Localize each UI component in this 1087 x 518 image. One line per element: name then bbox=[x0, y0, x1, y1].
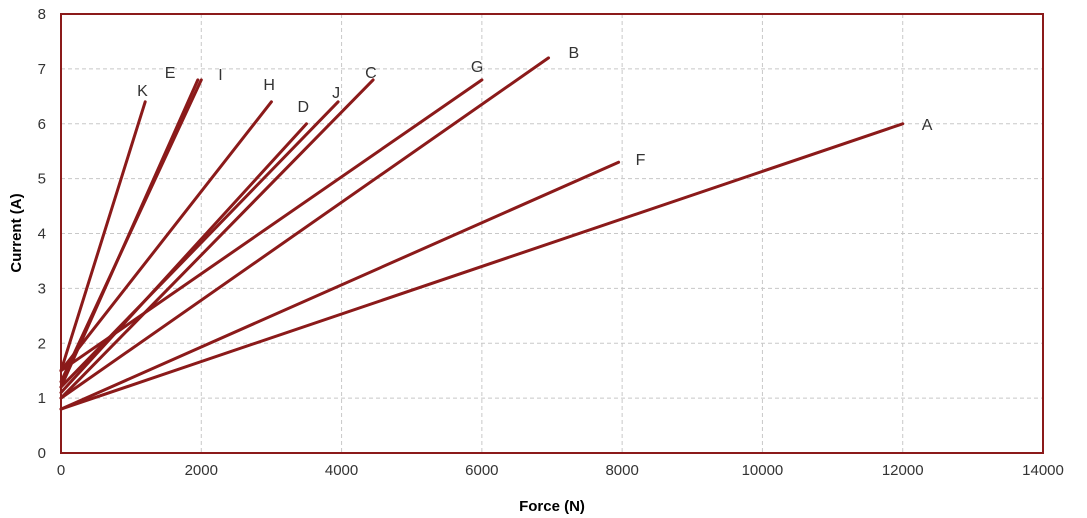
series-labels: A B C D E F G H I J K bbox=[137, 45, 933, 169]
series-line-c bbox=[59, 78, 375, 400]
series-label-j: J bbox=[332, 85, 340, 102]
series-line-f bbox=[59, 160, 621, 411]
x-tick-label: 2000 bbox=[185, 462, 218, 479]
x-tick-label: 6000 bbox=[465, 462, 498, 479]
series-label-b: B bbox=[568, 45, 579, 62]
plot-frame bbox=[60, 13, 1044, 454]
x-tick-label: 10000 bbox=[742, 462, 784, 479]
series-label-d: D bbox=[298, 99, 310, 116]
x-tick-label: 0 bbox=[57, 462, 65, 479]
series-line-d bbox=[59, 122, 308, 395]
y-axis-title: Current (A) bbox=[8, 193, 25, 272]
x-tick-label: 4000 bbox=[325, 462, 358, 479]
y-tick-label: 8 bbox=[38, 6, 46, 23]
x-tick-label: 12000 bbox=[882, 462, 924, 479]
series-label-f: F bbox=[636, 152, 646, 169]
series-lines bbox=[59, 56, 905, 411]
x-tick-label: 8000 bbox=[605, 462, 638, 479]
series-line-k bbox=[59, 100, 147, 373]
y-tick-label: 7 bbox=[38, 61, 46, 78]
y-tick-labels: 0 1 2 3 4 5 6 7 8 bbox=[38, 6, 46, 462]
y-tick-label: 2 bbox=[38, 335, 46, 352]
x-tick-labels: 0 2000 4000 6000 8000 10000 12000 14000 bbox=[57, 462, 1064, 479]
series-label-g: G bbox=[471, 59, 483, 76]
y-tick-label: 5 bbox=[38, 171, 46, 188]
series-line-i bbox=[59, 78, 203, 384]
series-line-b bbox=[59, 56, 550, 400]
series-label-c: C bbox=[365, 65, 377, 82]
series-label-a: A bbox=[922, 117, 933, 134]
grid bbox=[61, 14, 1043, 453]
x-tick-label: 14000 bbox=[1022, 462, 1064, 479]
series-label-e: E bbox=[165, 65, 176, 82]
y-tick-label: 4 bbox=[38, 226, 46, 243]
series-line-a bbox=[59, 122, 905, 411]
x-axis-title: Force (N) bbox=[519, 498, 585, 515]
series-line-g bbox=[59, 78, 484, 373]
y-tick-label: 3 bbox=[38, 280, 46, 297]
series-line-j bbox=[59, 100, 340, 389]
y-tick-label: 0 bbox=[38, 445, 46, 462]
series-label-h: H bbox=[263, 77, 275, 94]
series-label-k: K bbox=[137, 83, 148, 100]
series-label-i: I bbox=[218, 67, 222, 84]
y-tick-label: 1 bbox=[38, 390, 46, 407]
y-tick-label: 6 bbox=[38, 116, 46, 133]
series-line-h bbox=[59, 100, 273, 373]
